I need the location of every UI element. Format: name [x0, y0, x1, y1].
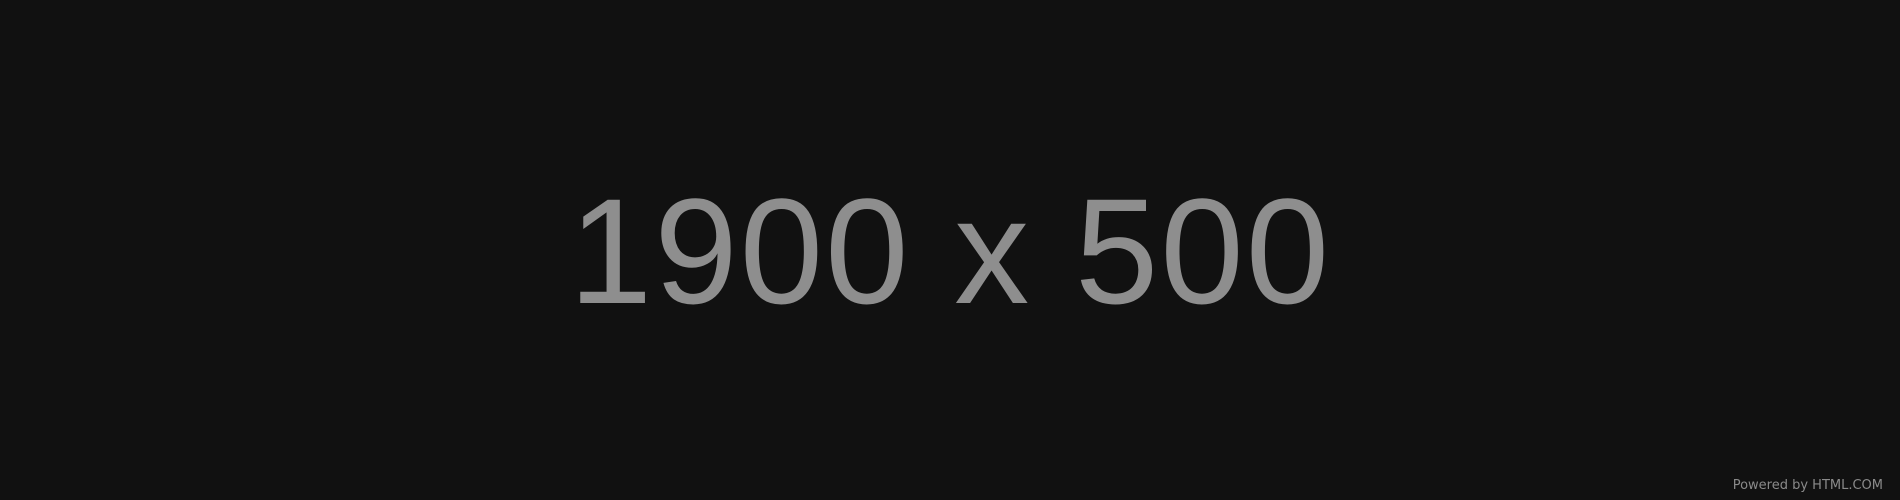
- powered-by-label: Powered by HTML.COM: [1732, 478, 1883, 493]
